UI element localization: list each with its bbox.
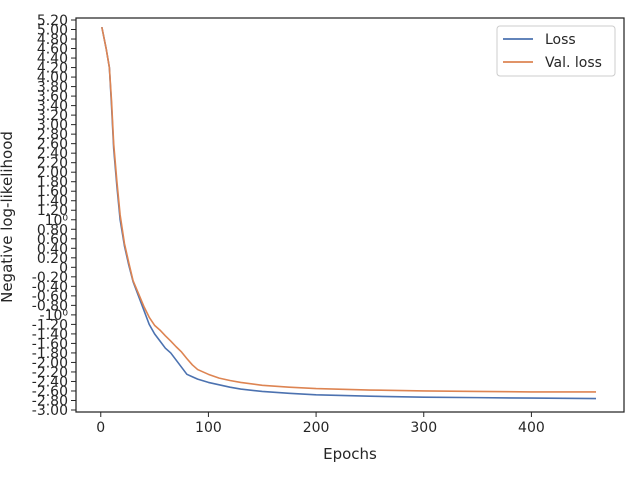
y-tick-label: 1.80 — [37, 175, 68, 191]
x-tick-label: 0 — [96, 420, 105, 436]
y-tick-label: 2.00 — [37, 165, 68, 181]
y-axis-label: Negative log-likelihood — [0, 131, 16, 303]
y-tick-label: 5.20 — [37, 13, 68, 29]
y-tick-label: 2.60 — [37, 137, 68, 153]
y-tick-label: 4.40 — [37, 51, 68, 67]
x-tick-label: 100 — [195, 420, 222, 436]
y-tick-label: -2.60 — [32, 384, 68, 400]
x-tick-label: 400 — [518, 420, 545, 436]
y-tick-label: -1.20 — [32, 317, 68, 333]
y-tick-label: -0.80 — [32, 298, 68, 314]
y-axis-ticks: 5.205.004.804.604.404.204.003.803.603.40… — [32, 13, 76, 419]
y-tick-label: 3.40 — [37, 99, 68, 115]
plot-area: 0 100 200 300 400 5.205.004.804.604.404.204.… — [32, 13, 625, 436]
y-tick-label: 5.00 — [37, 23, 68, 39]
series-line-val-loss — [101, 26, 597, 393]
y-tick-label: -2.80 — [32, 393, 68, 409]
y-tick-label: -3.00 — [32, 403, 68, 419]
y-tick-label: -1.40 — [32, 327, 68, 343]
y-tick-label: 1.20 — [37, 203, 68, 219]
y-tick-label: 3.60 — [37, 89, 68, 105]
x-tick-label: 200 — [303, 420, 330, 436]
y-tick-label: -1.60 — [32, 336, 68, 352]
y-tick-label: -0.40 — [32, 279, 68, 295]
x-tick-label: 300 — [410, 420, 437, 436]
y-tick-label: -10⁰ — [40, 308, 69, 324]
y-tick-label: 4.80 — [37, 32, 68, 48]
y-tick-label: 4.20 — [37, 61, 68, 77]
y-tick-label: 1.40 — [37, 194, 68, 210]
y-tick-label: 1.60 — [37, 184, 68, 200]
x-axis-label: Epochs — [323, 445, 377, 463]
y-tick-label: 3.20 — [37, 108, 68, 124]
y-tick-label: -0.20 — [32, 270, 68, 286]
y-tick-label: 10⁰ — [45, 213, 69, 229]
y-tick-label: 0.80 — [37, 222, 68, 238]
series-layer — [101, 26, 597, 400]
y-tick-label: -2.20 — [32, 365, 68, 381]
y-tick-label: 3.80 — [37, 80, 68, 96]
y-tick-label: -2.00 — [32, 355, 68, 371]
y-tick-label: 3.00 — [37, 118, 68, 134]
x-axis-ticks: 0 100 200 300 400 — [96, 412, 545, 436]
legend-label: Loss — [545, 32, 576, 48]
y-tick-label: 0.40 — [37, 241, 68, 257]
y-tick-label: 2.80 — [37, 127, 68, 143]
y-tick-label: 2.40 — [37, 146, 68, 162]
legend: Loss Val. loss — [496, 25, 616, 77]
series-line-loss — [101, 26, 597, 400]
y-tick-label: 4.60 — [37, 42, 68, 58]
y-tick-label: -1.80 — [32, 346, 68, 362]
plot-frame — [75, 17, 625, 413]
legend-label: Val. loss — [545, 55, 602, 71]
y-tick-label: -0.60 — [32, 289, 68, 305]
y-tick-label: 0.60 — [37, 232, 68, 248]
y-tick-label: -2.40 — [32, 374, 68, 390]
y-tick-label: 0 — [59, 260, 68, 276]
y-tick-label: 4.00 — [37, 70, 68, 86]
y-tick-label: 0.20 — [37, 251, 68, 267]
y-tick-label: 2.20 — [37, 156, 68, 172]
